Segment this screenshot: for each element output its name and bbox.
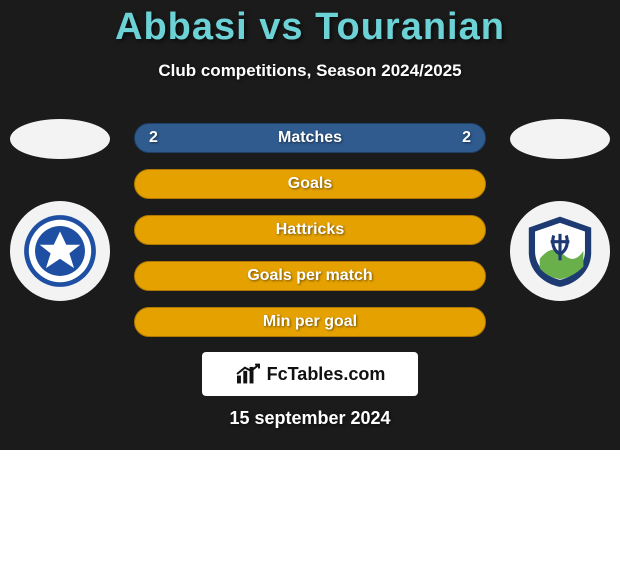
stat-bar-label: Hattricks: [276, 221, 344, 239]
content-row: Matches 2 2 Goals Hattricks Goals per match Mi…: [0, 115, 620, 337]
comparison-card: Abbasi vs Touranian Club competitions, S…: [0, 0, 620, 450]
stat-bar-right-value: 2: [462, 129, 471, 147]
right-nation-oval: [510, 119, 610, 159]
stat-bar-label: Min per goal: [263, 313, 357, 331]
stat-bars: Matches 2 2 Goals Hattricks Goals per match Mi…: [120, 123, 500, 337]
right-player-col: [500, 115, 620, 301]
stat-bar-label: Matches: [278, 129, 342, 147]
crest-right-icon: [521, 212, 599, 290]
watermark-text: FcTables.com: [267, 364, 386, 385]
stat-bar: Goals per match: [134, 261, 486, 291]
watermark: FcTables.com: [202, 352, 418, 396]
stat-bar: Matches 2 2: [134, 123, 486, 153]
stat-bar: Hattricks: [134, 215, 486, 245]
date-label: 15 september 2024: [0, 408, 620, 429]
stat-bar-label: Goals: [288, 175, 332, 193]
left-club-crest: [10, 201, 110, 301]
left-nation-oval: [10, 119, 110, 159]
right-club-crest: [510, 201, 610, 301]
stat-bar: Goals: [134, 169, 486, 199]
crest-left-icon: [21, 212, 99, 290]
subtitle: Club competitions, Season 2024/2025: [0, 61, 620, 81]
stat-bar: Min per goal: [134, 307, 486, 337]
stat-bar-label: Goals per match: [247, 267, 372, 285]
stat-bar-left-value: 2: [149, 129, 158, 147]
left-player-col: [0, 115, 120, 301]
chart-icon: [235, 363, 261, 385]
page-title: Abbasi vs Touranian: [0, 0, 620, 49]
